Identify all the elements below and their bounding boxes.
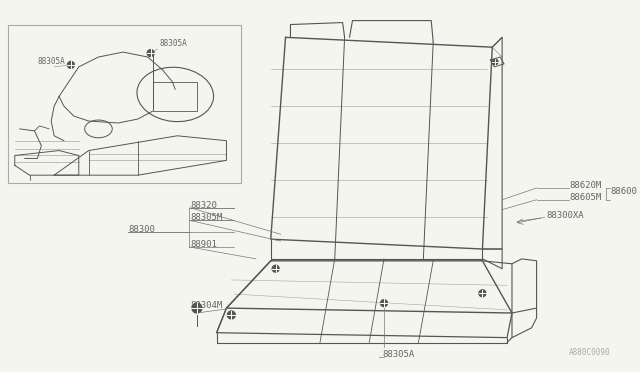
Text: 88305M: 88305M [190, 214, 222, 222]
Text: 88300: 88300 [128, 225, 155, 234]
Circle shape [272, 265, 279, 272]
Circle shape [381, 300, 387, 307]
Text: 88300XA: 88300XA [547, 211, 584, 219]
Text: 88305A: 88305A [37, 57, 65, 66]
Circle shape [147, 49, 154, 57]
Circle shape [479, 290, 486, 297]
Text: 88305A: 88305A [159, 39, 188, 48]
Circle shape [192, 303, 202, 313]
Text: 88320: 88320 [190, 201, 217, 210]
Text: 88605M: 88605M [569, 193, 602, 202]
Text: 88304M: 88304M [190, 301, 222, 310]
Circle shape [67, 61, 74, 68]
Bar [8, 25, 241, 183]
Circle shape [493, 59, 498, 65]
Text: 88305A: 88305A [383, 350, 415, 359]
Text: 88901: 88901 [190, 240, 217, 249]
Circle shape [227, 311, 236, 319]
Text: 88600: 88600 [611, 187, 637, 196]
Text: 88620M: 88620M [569, 181, 602, 190]
Text: A880C0090: A880C0090 [569, 348, 611, 357]
